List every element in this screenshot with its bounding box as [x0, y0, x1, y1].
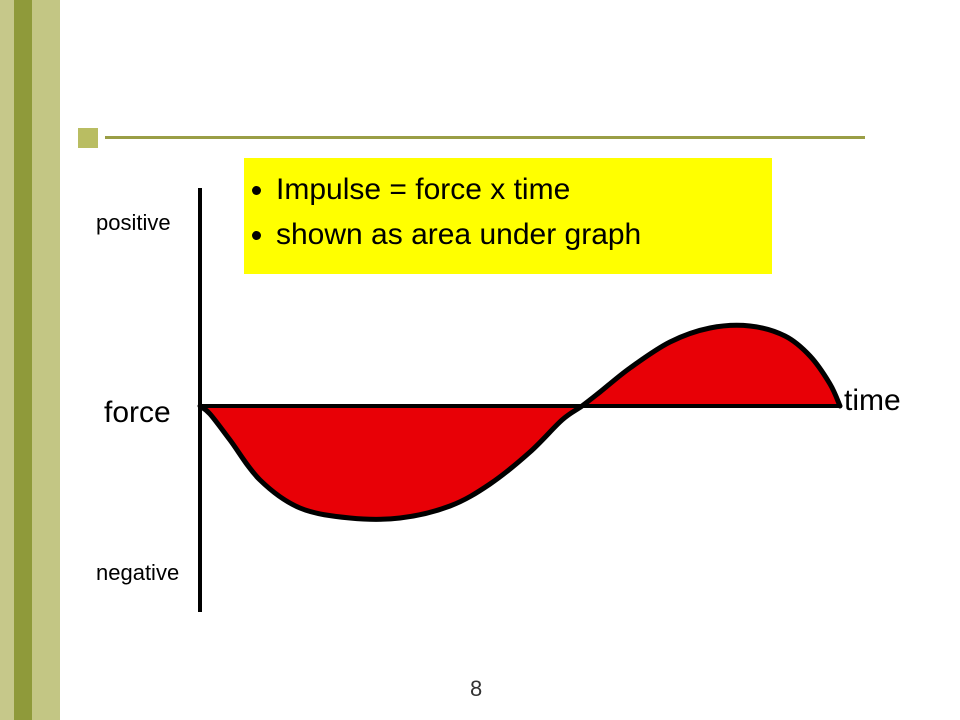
side-stripe-bar [0, 0, 14, 720]
label-negative: negative [96, 560, 179, 586]
side-stripe-bar [14, 0, 32, 720]
negative-impulse-area [200, 406, 582, 519]
title-bullet-square [78, 128, 98, 148]
label-positive: positive [96, 210, 171, 236]
force-time-chart [190, 180, 910, 620]
title-underline [105, 136, 865, 139]
positive-impulse-area [582, 325, 840, 406]
side-stripe-bar [32, 0, 60, 720]
y-axis-label-force: force [104, 396, 171, 430]
chart-svg [190, 180, 910, 620]
page-number: 8 [470, 676, 482, 702]
